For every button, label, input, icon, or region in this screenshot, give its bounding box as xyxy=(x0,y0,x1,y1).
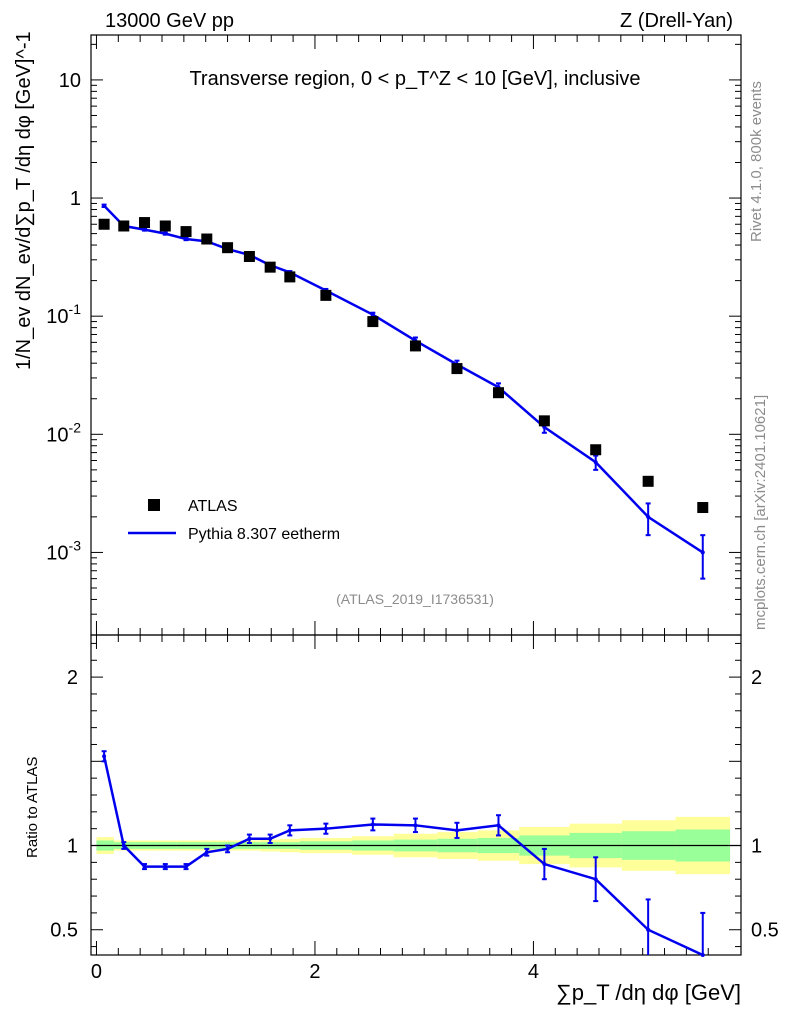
ratio-frame xyxy=(90,634,742,956)
ratio-point xyxy=(323,826,328,831)
ratio-point xyxy=(370,822,375,827)
ratio-point xyxy=(163,864,168,869)
y-tick-label: 1 xyxy=(70,188,81,210)
ratio-y-tick-label: 1 xyxy=(751,836,762,858)
legend-atlas-marker xyxy=(148,499,160,511)
ratio-y-axis-title: Ratio to ATLAS xyxy=(24,757,41,858)
atlas-point xyxy=(409,340,421,352)
ratio-y-tick-label: 2 xyxy=(67,667,78,689)
atlas-point xyxy=(284,271,296,283)
ratio-point xyxy=(287,828,292,833)
ratio-point xyxy=(184,864,189,869)
pythia-point xyxy=(700,550,705,555)
ratio-point xyxy=(700,953,705,957)
ratio-y-tick-label: 2 xyxy=(751,667,762,689)
atlas-point xyxy=(697,502,709,514)
process-label: Z (Drell-Yan) xyxy=(620,10,733,32)
x-tick-label: 4 xyxy=(528,961,539,983)
atlas-point xyxy=(201,233,213,245)
ratio-point xyxy=(496,823,501,828)
atlas-point xyxy=(180,226,192,238)
pythia-point xyxy=(184,237,189,242)
ratio-point xyxy=(247,836,252,841)
x-tick-label: 0 xyxy=(91,961,102,983)
atlas-point xyxy=(243,250,255,262)
main-frame xyxy=(90,34,742,636)
pythia-point xyxy=(593,460,598,465)
atlas-point xyxy=(264,261,276,273)
ratio-point xyxy=(102,754,107,759)
ratio-panel: 0 2 4 0.5 0.5 1 1 2 2 xyxy=(50,634,779,983)
pythia-point xyxy=(370,312,375,317)
ratio-y-tick-label: 1 xyxy=(67,836,78,858)
x-tick-label: 2 xyxy=(309,961,320,983)
y-tick-label: 10-3 xyxy=(46,537,81,564)
atlas-point xyxy=(222,242,234,254)
atlas-point xyxy=(118,220,130,232)
legend-atlas-label: ATLAS xyxy=(188,498,238,515)
ratio-point xyxy=(646,927,651,932)
ratio-point xyxy=(142,864,147,869)
atlas-point xyxy=(590,444,602,456)
ratio-point xyxy=(204,850,209,855)
plot-title: Transverse region, 0 < p_T^Z < 10 [GeV],… xyxy=(189,68,640,90)
energy-label: 13000 GeV pp xyxy=(105,10,234,32)
atlas-point xyxy=(538,415,550,427)
atlas-point xyxy=(139,217,151,229)
ratio-point xyxy=(542,862,547,867)
mcplots-label: mcplots.cern.ch [arXiv:2401.10621] xyxy=(752,395,769,630)
atlas-point xyxy=(159,220,171,232)
atlas-point xyxy=(642,475,654,487)
y-tick-label: 10 xyxy=(59,70,81,92)
ratio-y-tick-label: 0.5 xyxy=(751,920,779,942)
atlas-point xyxy=(98,218,110,230)
pythia-point xyxy=(142,227,147,232)
legend-pythia-label: Pythia 8.307 eetherm xyxy=(188,526,340,543)
ratio-point xyxy=(268,836,273,841)
x-axis-title: ∑p_T /dη dφ [GeV] xyxy=(556,980,741,1005)
ratio-y-tick-label: 0.5 xyxy=(50,920,78,942)
chart-marks xyxy=(98,203,709,957)
analysis-tag: (ATLAS_2019_I1736531) xyxy=(336,591,494,607)
y-tick-label: 10-1 xyxy=(46,301,81,328)
ratio-point xyxy=(121,843,126,848)
y-axis-title: 1/N_ev dN_ev/d∑p_T /dη dφ [GeV]^-1 xyxy=(13,31,35,370)
pythia-point xyxy=(646,514,651,519)
ratio-point xyxy=(225,846,230,851)
pythia-point xyxy=(102,203,107,208)
rivet-label: Rivet 4.1.0, 800k events xyxy=(748,81,765,242)
atlas-point xyxy=(320,289,332,301)
atlas-point xyxy=(451,363,463,375)
ratio-point xyxy=(593,877,598,882)
atlas-point xyxy=(492,387,504,399)
y-tick-label: 10-2 xyxy=(46,419,81,446)
atlas-point xyxy=(367,316,379,328)
pythia-point xyxy=(163,231,168,236)
ratio-point xyxy=(454,828,459,833)
ratio-point xyxy=(413,823,418,828)
main-panel: 10-3 10-2 10-1 1 10 xyxy=(46,34,742,636)
